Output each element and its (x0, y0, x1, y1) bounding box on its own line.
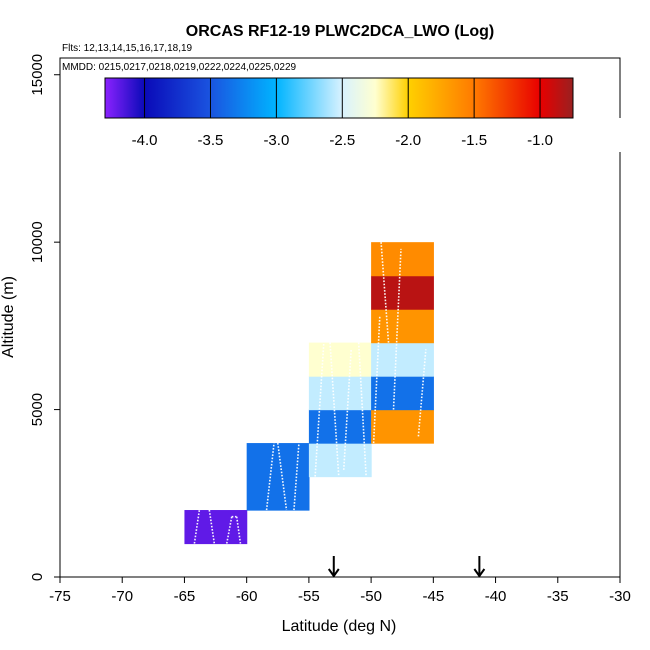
heatmap-cell-11 (371, 242, 434, 277)
x-tick-label-2: -65 (174, 588, 196, 605)
colorbar-tick-label-4: -2.0 (395, 132, 421, 149)
heatmap-cell-6 (371, 409, 434, 444)
heatmap-cell-4 (308, 376, 372, 411)
x-tick-label-4: -55 (298, 588, 320, 605)
heatmap-cell-2 (308, 443, 372, 478)
frame-gap (619, 118, 622, 152)
colorbar-tick-label-3: -2.5 (329, 132, 355, 149)
y-axis: 0 5000 10000 15000 (29, 54, 60, 581)
colorbar-tick-label-0: -4.0 (132, 132, 158, 149)
x-tick-label-6: -45 (422, 588, 444, 605)
flights-note: Flts: 12,13,14,15,16,17,18,19 (62, 43, 193, 54)
x-tick-label-1: -70 (111, 588, 133, 605)
heatmap-cell-3 (308, 409, 372, 444)
heatmap-cell-7 (371, 376, 434, 411)
colorbar-tick-label-1: -3.5 (198, 132, 224, 149)
colorbar-tick-label-6: -1.0 (527, 132, 553, 149)
heatmap-cell-9 (371, 309, 434, 344)
y-axis-label: Altitude (m) (0, 276, 17, 358)
colorbar-tick-label-2: -3.0 (263, 132, 289, 149)
colorbar-tick-label-5: -1.5 (461, 132, 487, 149)
y-tick-label-2: 10000 (29, 221, 46, 263)
arrow-head (473, 568, 486, 578)
flight-track-13 (380, 242, 390, 343)
location-arrows (327, 556, 486, 578)
x-axis: -75 -70 -65 -60 -55 -50 -45 -40 -35 -30 (49, 577, 631, 605)
flight-track-2 (225, 516, 233, 544)
flight-track-12 (372, 315, 381, 444)
location-arrow-0 (327, 556, 340, 578)
flight-tracks (193, 242, 427, 544)
flight-track-4 (235, 516, 242, 544)
x-tick-label-0: -75 (49, 588, 71, 605)
x-tick-label-8: -35 (547, 588, 569, 605)
x-tick-label-5: -50 (360, 588, 382, 605)
heatmap-cell-5 (308, 342, 372, 377)
location-arrow-1 (473, 556, 486, 578)
heatmap-cell-1 (246, 443, 310, 511)
x-tick-label-3: -60 (236, 588, 258, 605)
y-tick-label-1: 5000 (29, 393, 46, 426)
x-tick-label-7: -40 (485, 588, 507, 605)
chart-title: ORCAS RF12-19 PLWC2DCA_LWO (Log) (186, 23, 494, 40)
flight-track-10 (342, 349, 352, 470)
x-axis-label: Latitude (deg N) (282, 618, 397, 635)
arrow-head (327, 568, 340, 578)
flight-track-14 (392, 248, 402, 410)
flight-track-7 (293, 443, 300, 511)
heatmap-cell-10 (371, 275, 434, 310)
dates-note: MMDD: 0215,0217,0218,0219,0222,0224,0225… (62, 62, 297, 73)
colorbar: -4.0 -3.5 -3.0 -2.5 -2.0 -1.5 -1.0 (104, 77, 574, 149)
colorbar-bar (104, 77, 574, 119)
plot-frame (59, 57, 621, 578)
flight-track-1 (208, 509, 216, 544)
heatmap-cell-0 (184, 510, 248, 545)
flight-track-0 (193, 509, 201, 544)
y-tick-label-3: 15000 (29, 54, 46, 96)
y-tick-label-0: 0 (29, 573, 46, 581)
x-tick-label-9: -30 (609, 588, 631, 605)
heatmap-cells (184, 242, 434, 545)
